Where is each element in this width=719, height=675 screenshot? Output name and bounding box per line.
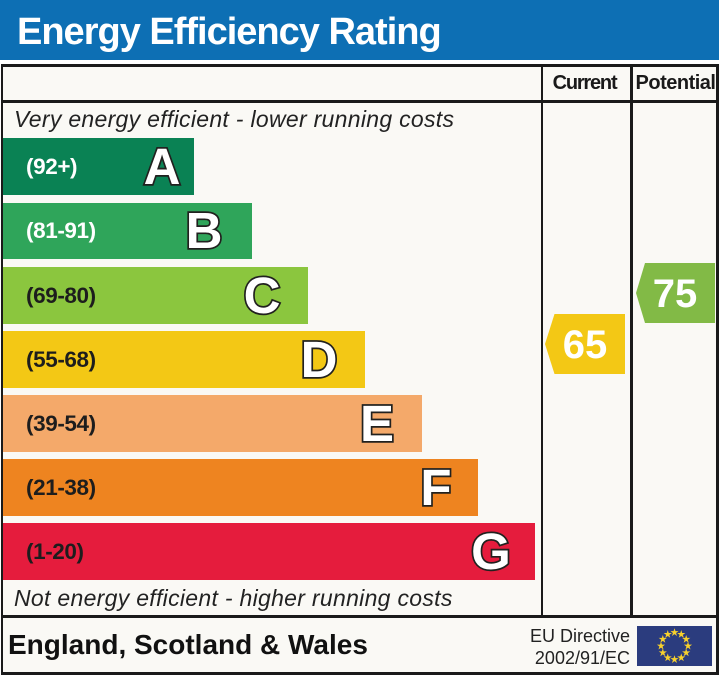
svg-text:E: E [360, 395, 394, 452]
svg-text:B: B [186, 202, 223, 259]
svg-text:65: 65 [563, 323, 608, 367]
svg-text:G: G [471, 523, 511, 580]
svg-text:75: 75 [653, 272, 698, 316]
svg-text:F: F [420, 459, 451, 516]
svg-text:A: A [144, 138, 181, 195]
svg-text:D: D [301, 331, 338, 388]
svg-text:C: C [244, 267, 281, 324]
